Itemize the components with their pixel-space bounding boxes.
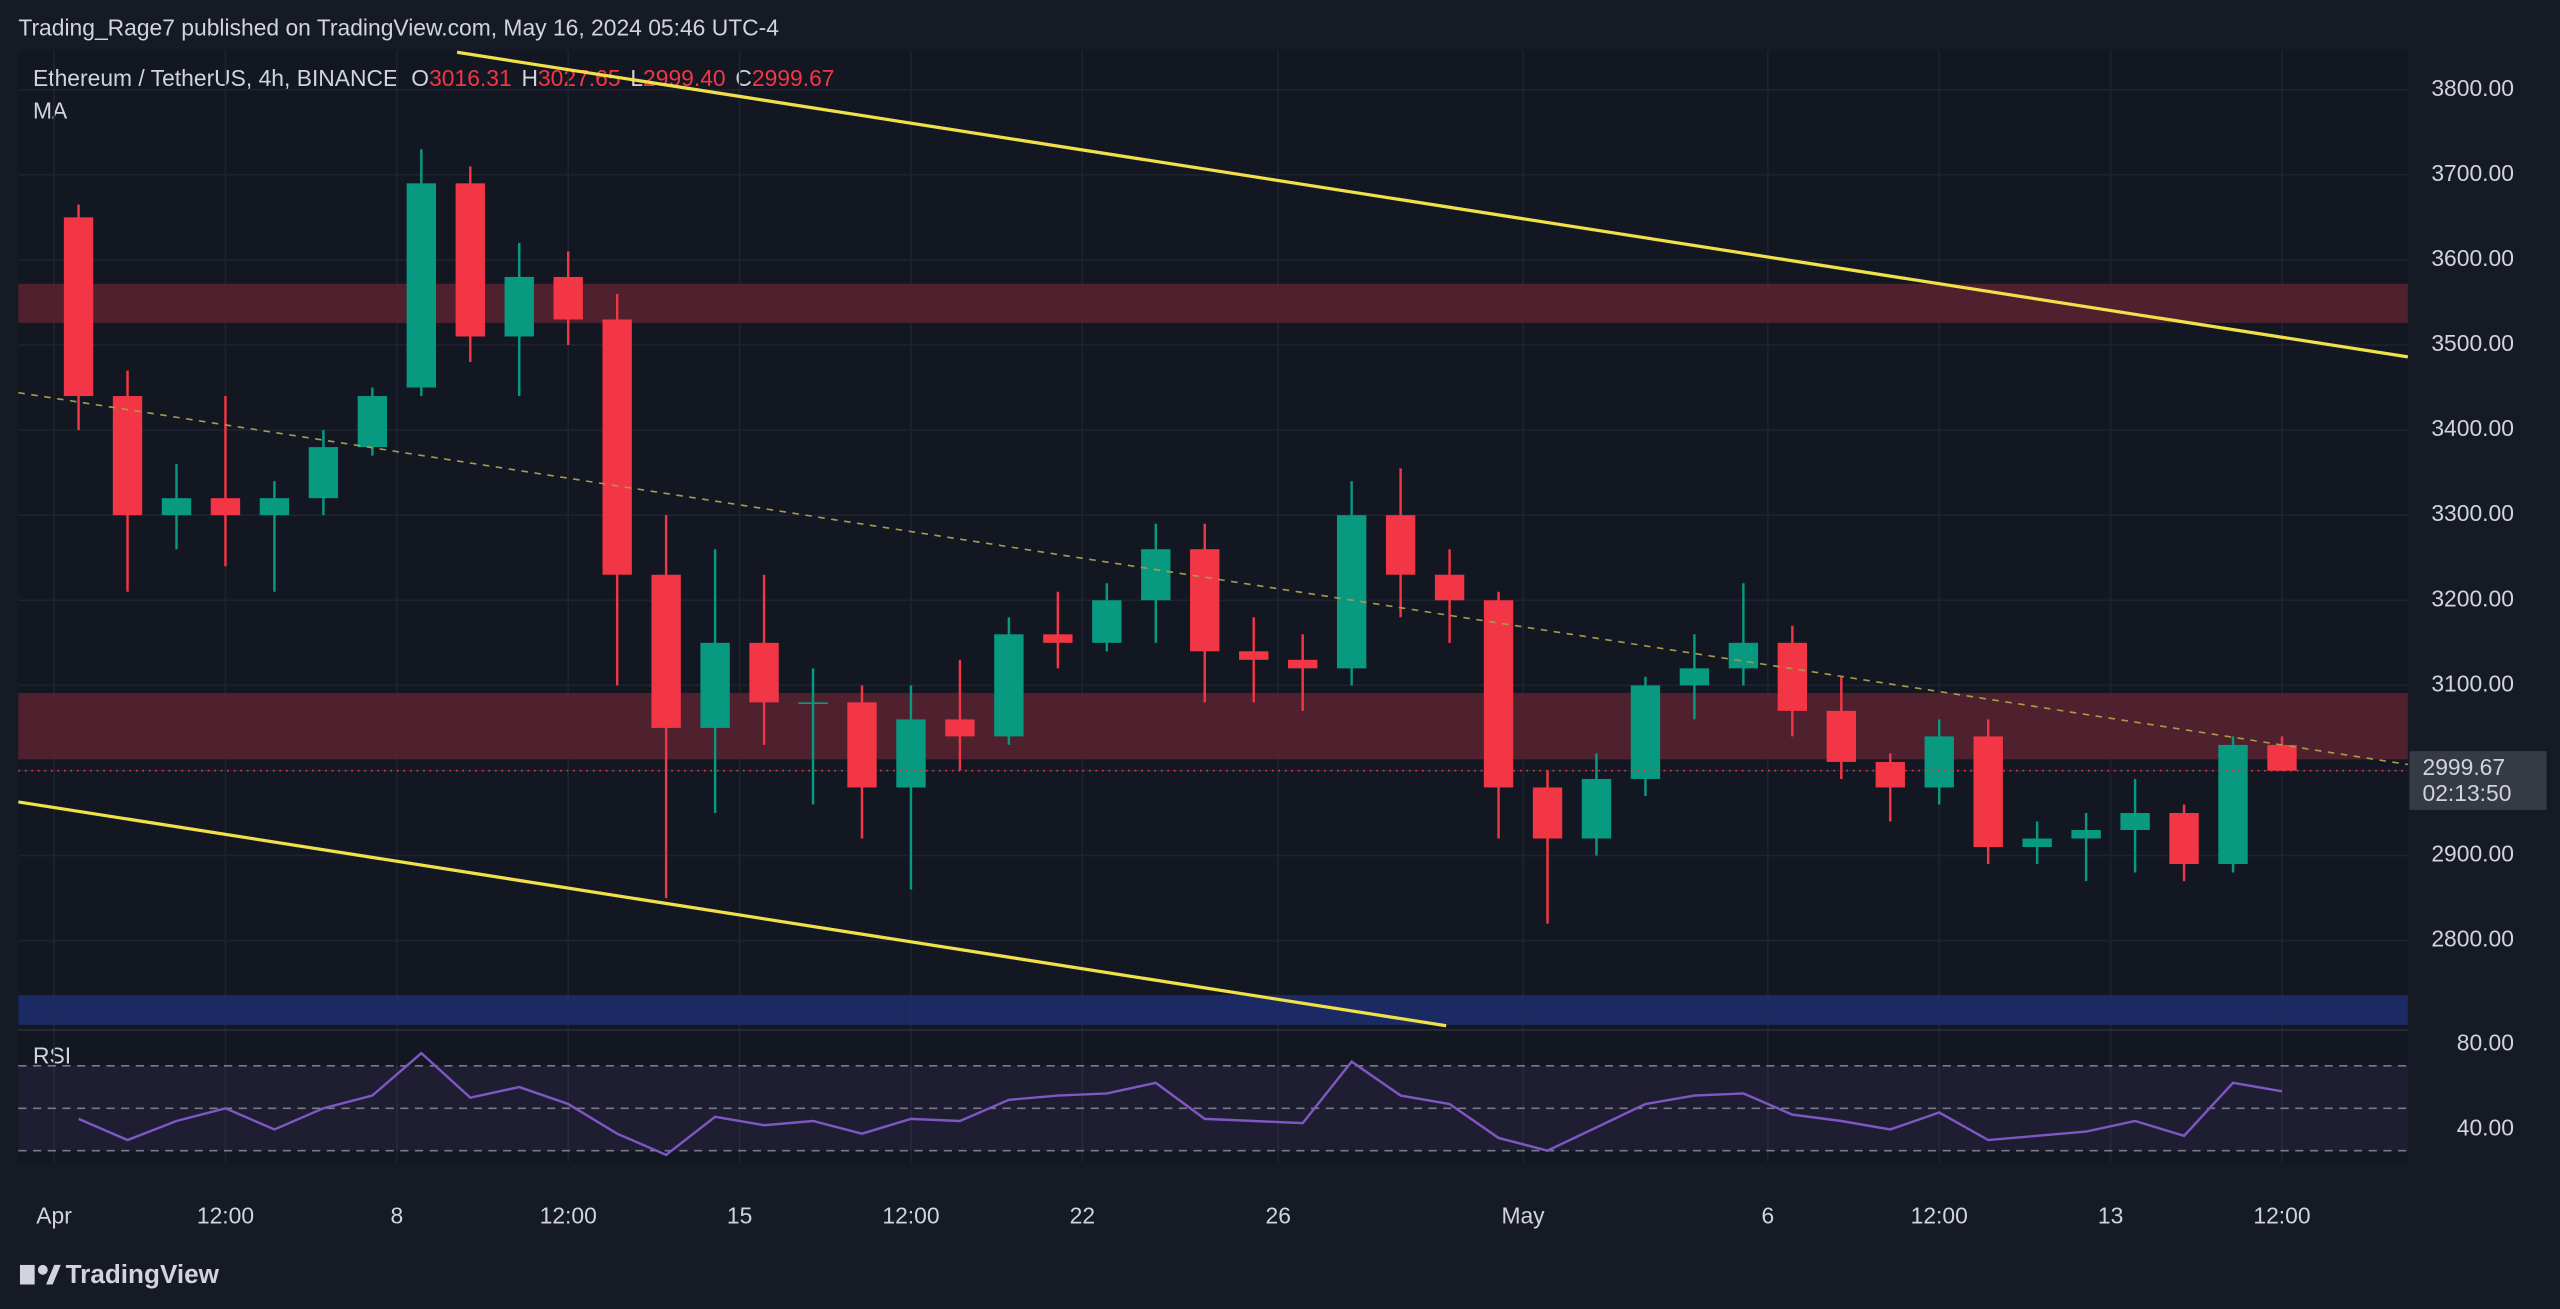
candle-body [1287,659,1318,669]
candle-body [1483,600,1514,788]
rsi-title: RSI [33,1043,71,1069]
candle-body [504,276,534,337]
candle-body [945,719,975,737]
candle-body [210,498,241,516]
ohlc-value: 3016.31 [429,65,512,91]
candle-body [2218,744,2248,865]
x-tick-label: 6 [1761,1203,1774,1229]
y-tick-label: 3600.00 [2431,245,2514,271]
y-tick-label: 3300.00 [2431,500,2514,526]
candle-body [1777,642,1808,711]
ohlc-key: L [630,65,643,91]
candle-body [259,498,290,516]
candle-body [602,319,632,575]
candle-body [1190,549,1220,652]
candle-body [1336,515,1367,669]
y-tick-label: 3700.00 [2431,160,2514,186]
x-tick-label: May [1501,1203,1545,1229]
candle-body [1532,787,1563,839]
candle-body [1924,736,1954,788]
candle-body [847,702,877,788]
candle-body [1973,736,2003,848]
y-tick-label: 3200.00 [2431,585,2514,611]
candle-body [2022,838,2052,848]
y-tick-label: 3400.00 [2431,415,2514,441]
candle-body [2267,744,2297,771]
y-tick-label: 3800.00 [2431,75,2514,101]
candle-body [798,702,828,705]
candle-body [1385,515,1416,575]
x-tick-label: 13 [2098,1203,2123,1229]
y-tick-label: 3100.00 [2431,670,2514,696]
candle-body [700,642,730,728]
candle-body [1728,642,1759,669]
candle-body [161,498,192,516]
x-tick-label: 15 [727,1203,752,1229]
symbol-legend: Ethereum / TetherUS, 4h, BINANCE O3016.31… [33,65,834,91]
zone [18,283,2408,323]
candle-body [308,447,339,499]
rsi-tick-label: 40.00 [2457,1114,2514,1140]
rsi-tick-label: 80.00 [2457,1030,2514,1056]
candle-body [2120,812,2150,831]
zone [18,995,2408,1025]
last-price-label: 2999.67 [2423,754,2506,780]
ohlc-key: C [735,65,752,91]
candle-body [1043,634,1073,643]
candle-body [1630,685,1661,779]
ohlc-value: 2999.67 [752,65,835,91]
candle-body [406,183,437,388]
candle-body [1434,574,1465,601]
candle-body [1679,668,1710,686]
x-tick-label: 12:00 [540,1203,597,1229]
x-tick-label: 12:00 [882,1203,939,1229]
trendline [18,800,1447,1028]
y-tick-label: 2800.00 [2431,926,2514,952]
footer-brand: TradingView [66,1259,220,1289]
x-tick-label: 12:00 [2253,1203,2310,1229]
trendline [456,50,2409,359]
symbol: Ethereum / TetherUS, 4h, BINANCE [33,65,398,91]
candle-body [2071,830,2101,839]
trendline [18,391,2408,766]
candle-body [1581,778,1612,839]
candle-body [1092,600,1122,643]
candle-body [1875,761,1905,788]
x-tick-label: 12:00 [1911,1203,1968,1229]
candle-body [2169,812,2199,865]
ohlc-key: H [521,65,538,91]
x-tick-label: 26 [1265,1203,1290,1229]
x-tick-label: 22 [1070,1203,1095,1229]
zone [18,693,2408,760]
candle-body [357,396,388,448]
candle-body [749,642,779,703]
logo [19,1264,61,1285]
candle-body [1141,549,1171,601]
indicator: MA [33,98,68,124]
y-tick-label: 3500.00 [2431,330,2514,356]
rsi-line [78,1051,2283,1157]
candle-body [63,217,94,397]
candle-body [1826,710,1856,762]
x-tick-label: 8 [390,1203,403,1229]
candle-body [553,276,583,320]
candle-body [651,574,681,728]
x-tick-label: Apr [36,1203,72,1229]
x-tick-label: 12:00 [197,1203,254,1229]
countdown: 02:13:50 [2423,780,2512,806]
candle-body [455,183,485,337]
candle-body [112,396,143,516]
ohlc-value: 3027.65 [538,65,621,91]
candle-body [1239,651,1269,660]
ohlc-key: O [411,65,429,91]
published: Trading_Rage7 published on TradingView.c… [18,14,779,40]
candle-body [994,634,1024,737]
last-price-box [2409,751,2547,810]
y-tick-label: 2900.00 [2431,841,2514,867]
candle-body [896,719,926,788]
